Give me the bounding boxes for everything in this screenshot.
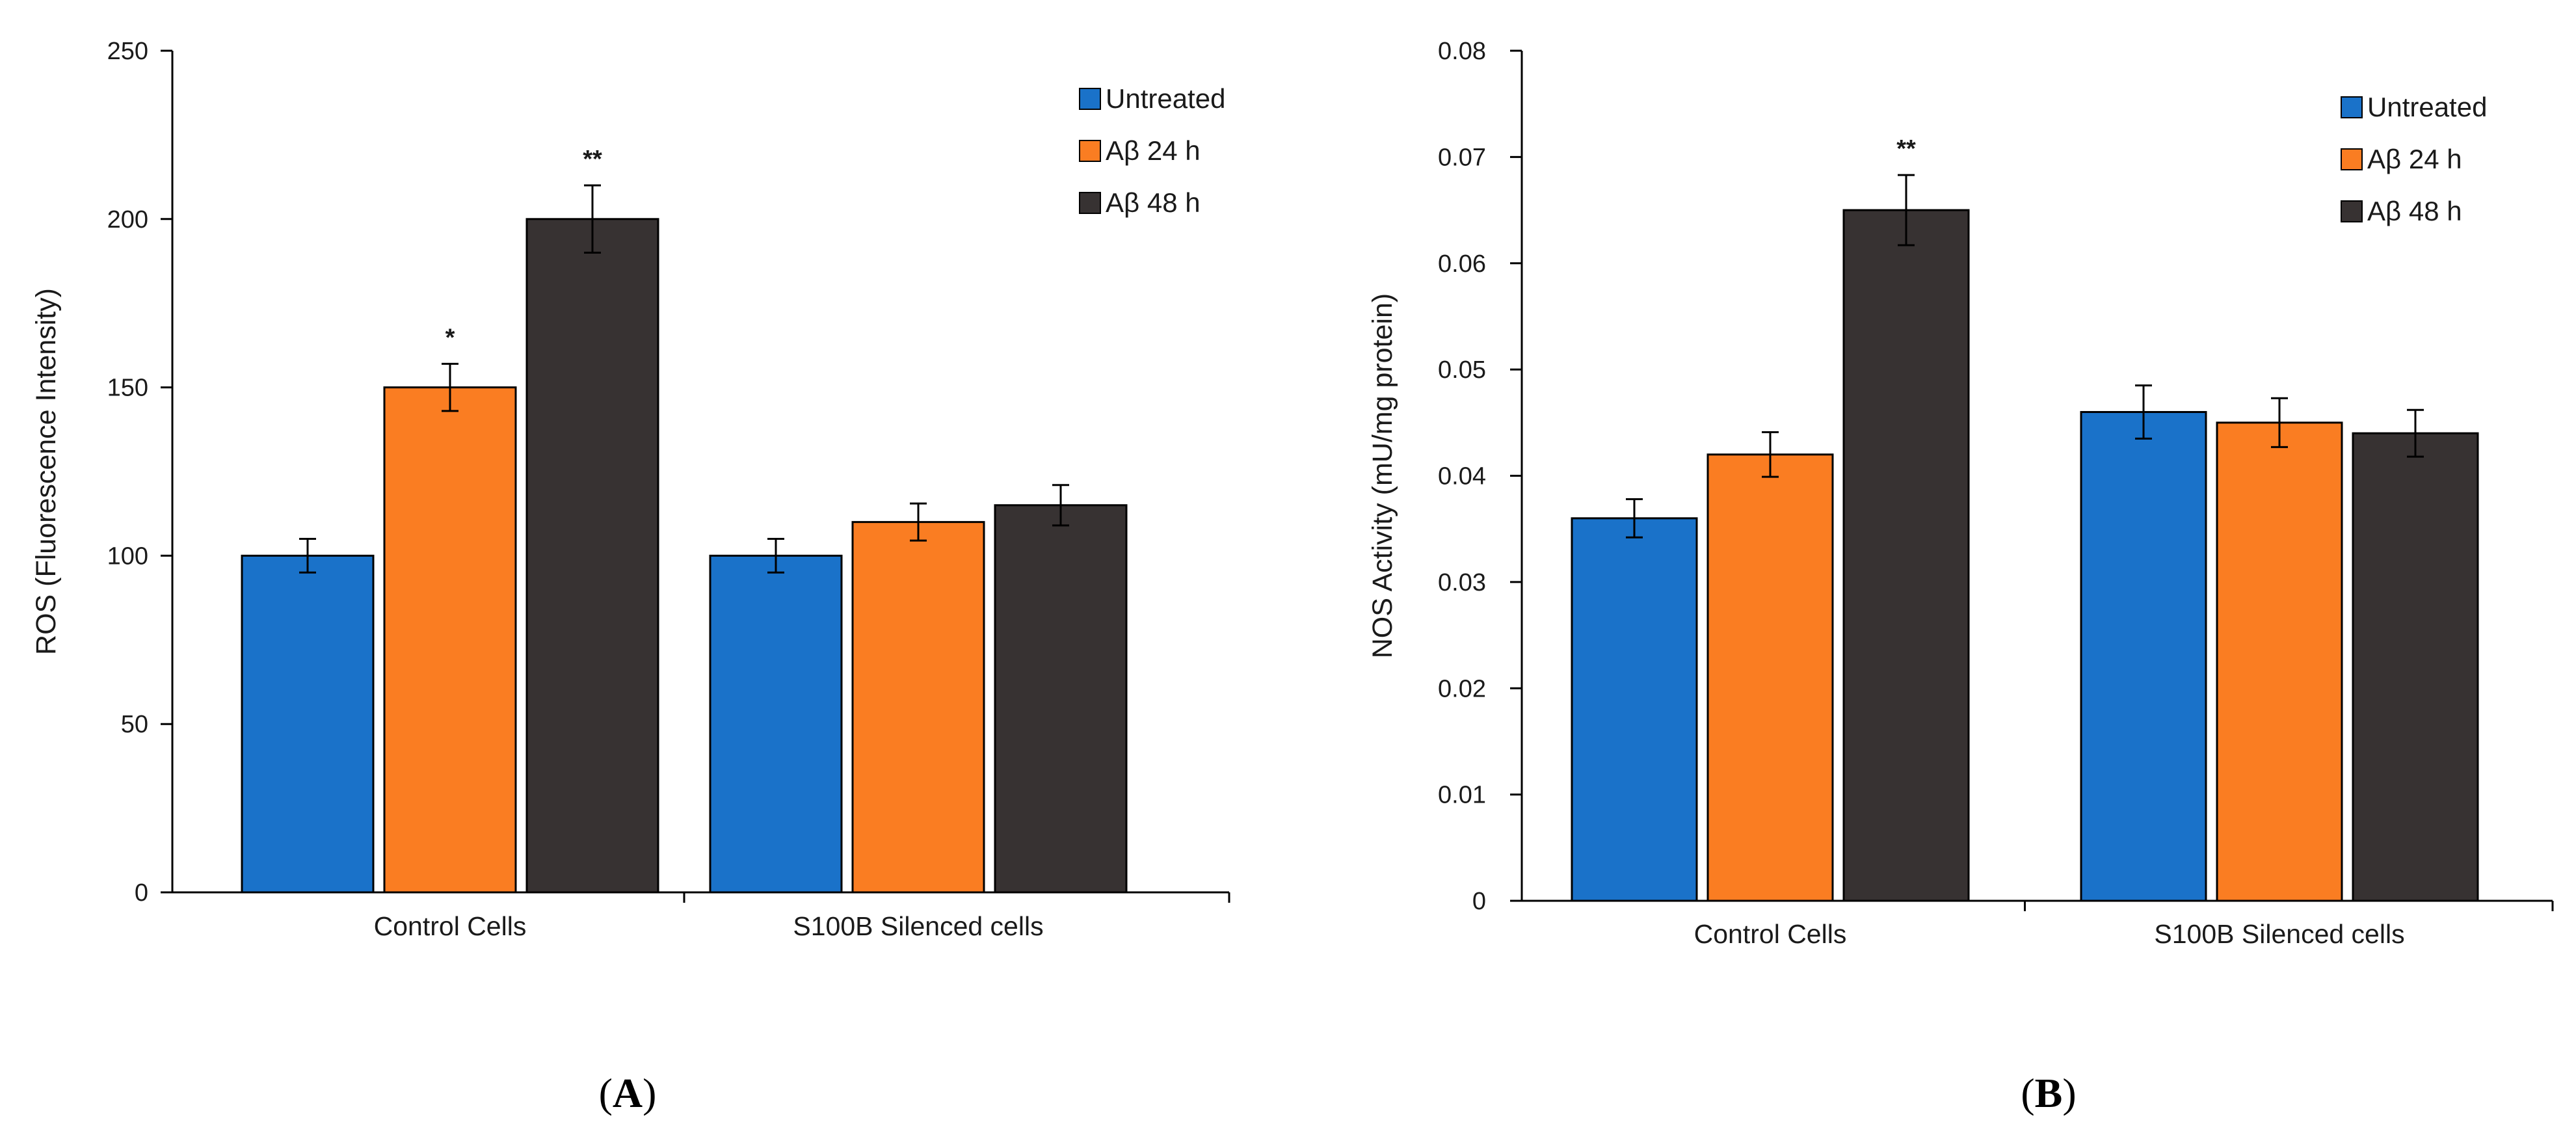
y-tick-label: 200: [107, 206, 148, 233]
category-label: S100B Silenced cells: [2154, 919, 2404, 949]
legend-swatch: [1079, 192, 1101, 214]
significance-label: **: [583, 146, 602, 173]
legend-swatch: [2341, 200, 2363, 222]
panel-label: (B): [2021, 1070, 2076, 1116]
y-tick-label: 0.02: [1438, 675, 1486, 702]
y-tick-label: 0: [135, 879, 148, 907]
legend-label: Aβ 48 h: [1106, 187, 1201, 218]
y-tick-label: 0.05: [1438, 356, 1486, 384]
y-tick-label: 0.04: [1438, 463, 1486, 490]
y-tick-label: 250: [107, 38, 148, 65]
y-tick-label: 50: [121, 711, 148, 738]
bar: [383, 386, 517, 894]
bar: [851, 521, 985, 894]
y-tick-label: 0.06: [1438, 250, 1486, 278]
bar: [709, 554, 843, 894]
chart-a: 0 50 100 150 200 250 ROS (Fluorescence Intensi…: [31, 38, 1230, 1116]
significance-label: *: [445, 324, 455, 351]
legend-swatch: [1079, 140, 1101, 162]
y-tick-label: 0.07: [1438, 144, 1486, 171]
legend-swatch: [2341, 148, 2363, 170]
y-axis-label: NOS Activity (mU/mg protein): [1367, 293, 1398, 659]
y-tick-label: 0: [1472, 888, 1486, 915]
legend-swatch: [2341, 96, 2363, 118]
y-tick-label: 100: [107, 542, 148, 570]
bar: [525, 218, 659, 894]
bar: [1842, 209, 1970, 902]
bar: [2352, 432, 2479, 902]
bar: [1571, 517, 1698, 902]
significance-label: **: [1896, 135, 1916, 163]
y-tick-label: 0.01: [1438, 782, 1486, 809]
category-label: Control Cells: [1694, 919, 1847, 949]
bar: [2216, 421, 2343, 902]
chart-b: 0 0.01 0.02 0.03 0.04 0.05 0.06 0.07 0.08 NOS Act…: [1367, 38, 2554, 1116]
bar: [2080, 410, 2207, 902]
legend-label: Aβ 24 h: [1106, 135, 1201, 166]
legend-label: Untreated: [2367, 92, 2487, 122]
bar: [241, 554, 375, 894]
bar: [1706, 453, 1834, 902]
legend-label: Aβ 24 h: [2367, 144, 2462, 174]
category-label: Control Cells: [374, 911, 527, 941]
legend-swatch: [1079, 88, 1101, 110]
bar: [994, 504, 1128, 894]
y-tick-label: 0.03: [1438, 569, 1486, 596]
legend-label: Untreated: [1106, 83, 1225, 114]
category-label: S100B Silenced cells: [793, 911, 1043, 941]
y-tick-label: 0.08: [1438, 38, 1486, 65]
y-tick-label: 150: [107, 375, 148, 402]
panel-label: (A): [599, 1070, 657, 1116]
legend-label: Aβ 48 h: [2367, 196, 2462, 226]
y-axis-label: ROS (Fluorescence Intensity): [31, 288, 62, 655]
